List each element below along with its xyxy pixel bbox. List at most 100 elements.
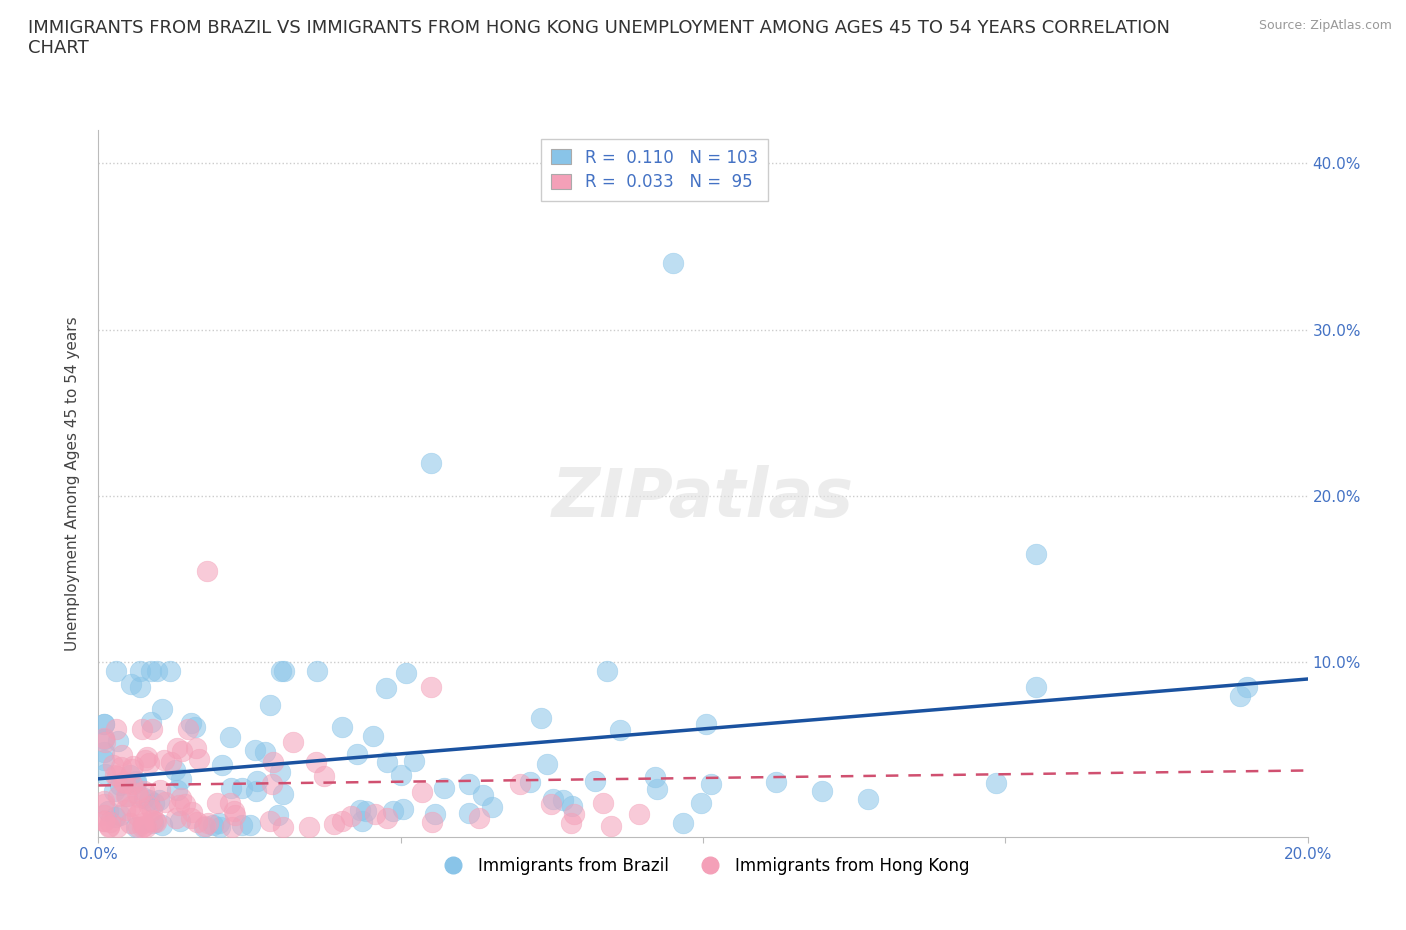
Point	[105, 819, 128, 834]
Point	[138, 799, 160, 814]
Point	[246, 774, 269, 789]
Point	[134, 752, 156, 767]
Point	[165, 810, 187, 825]
Point	[986, 776, 1008, 790]
Point	[98, 815, 121, 830]
Point	[354, 804, 377, 818]
Point	[281, 735, 304, 750]
Point	[690, 796, 713, 811]
Point	[104, 767, 127, 782]
Point	[141, 803, 163, 817]
Point	[273, 663, 295, 678]
Point	[166, 741, 188, 756]
Point	[350, 814, 373, 829]
Point	[141, 722, 163, 737]
Point	[404, 753, 426, 768]
Point	[314, 768, 336, 783]
Point	[148, 793, 170, 808]
Point	[349, 803, 371, 817]
Point	[101, 758, 124, 773]
Point	[108, 807, 131, 822]
Point	[93, 814, 115, 829]
Point	[561, 799, 583, 814]
Point	[184, 719, 207, 734]
Point	[644, 770, 666, 785]
Point	[114, 776, 136, 790]
Point	[188, 751, 211, 766]
Point	[115, 788, 138, 803]
Point	[165, 763, 187, 777]
Point	[93, 796, 115, 811]
Point	[127, 808, 149, 823]
Point	[536, 756, 558, 771]
Point	[160, 755, 183, 770]
Point	[391, 768, 413, 783]
Point	[170, 744, 193, 759]
Point	[305, 755, 328, 770]
Point	[422, 814, 444, 829]
Point	[150, 817, 173, 832]
Point	[118, 816, 141, 830]
Point	[392, 802, 415, 817]
Point	[420, 456, 443, 471]
Point	[107, 734, 129, 749]
Point	[169, 814, 191, 829]
Point	[121, 777, 143, 791]
Legend: Immigrants from Brazil, Immigrants from Hong Kong: Immigrants from Brazil, Immigrants from …	[429, 850, 977, 882]
Point	[194, 819, 217, 834]
Point	[361, 728, 384, 743]
Point	[118, 767, 141, 782]
Point	[186, 815, 208, 830]
Point	[765, 775, 787, 790]
Text: ZIPatlas: ZIPatlas	[553, 465, 853, 531]
Text: IMMIGRANTS FROM BRAZIL VS IMMIGRANTS FROM HONG KONG UNEMPLOYMENT AMONG AGES 45 T: IMMIGRANTS FROM BRAZIL VS IMMIGRANTS FRO…	[28, 19, 1170, 58]
Point	[138, 755, 160, 770]
Point	[107, 769, 129, 784]
Point	[139, 715, 162, 730]
Point	[374, 681, 396, 696]
Point	[560, 816, 582, 830]
Point	[122, 759, 145, 774]
Point	[661, 256, 683, 271]
Point	[129, 804, 152, 818]
Point	[177, 722, 200, 737]
Point	[128, 790, 150, 804]
Point	[519, 775, 541, 790]
Point	[551, 792, 574, 807]
Point	[131, 819, 153, 834]
Point	[262, 777, 284, 791]
Point	[114, 789, 136, 804]
Point	[120, 677, 142, 692]
Point	[93, 730, 115, 745]
Point	[259, 698, 281, 712]
Point	[509, 777, 531, 791]
Point	[420, 680, 443, 695]
Point	[97, 819, 120, 834]
Point	[243, 743, 266, 758]
Point	[93, 753, 115, 768]
Point	[375, 811, 398, 826]
Point	[271, 787, 294, 802]
Point	[599, 818, 621, 833]
Point	[219, 780, 242, 795]
Point	[143, 814, 166, 829]
Point	[298, 819, 321, 834]
Point	[595, 663, 617, 678]
Point	[231, 781, 253, 796]
Point	[127, 819, 149, 834]
Point	[121, 799, 143, 814]
Point	[111, 748, 134, 763]
Point	[381, 804, 404, 818]
Point	[105, 663, 128, 678]
Point	[411, 784, 433, 799]
Point	[93, 716, 115, 731]
Point	[112, 775, 135, 790]
Point	[180, 805, 202, 820]
Point	[132, 790, 155, 805]
Point	[267, 808, 290, 823]
Point	[253, 745, 276, 760]
Point	[340, 808, 363, 823]
Point	[364, 806, 387, 821]
Point	[142, 816, 165, 830]
Point	[97, 804, 120, 818]
